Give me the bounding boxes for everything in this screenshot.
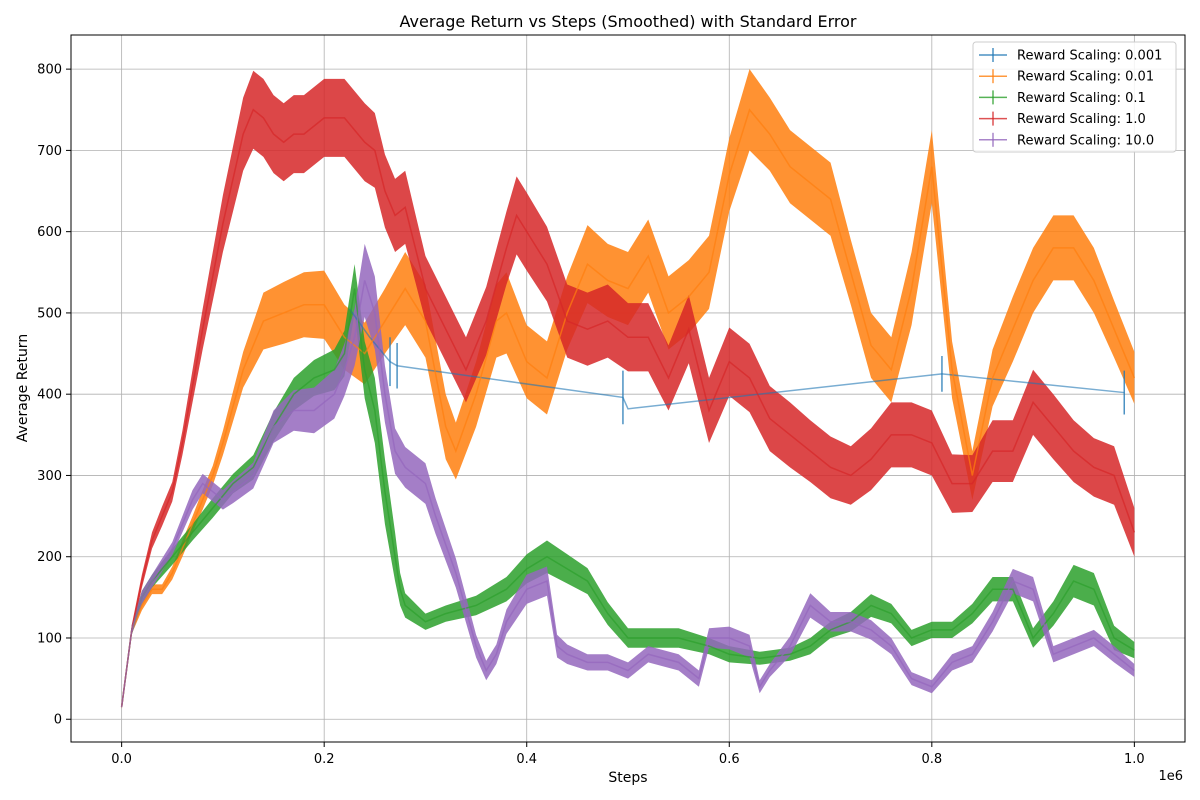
y-tick-label: 400 — [37, 388, 62, 403]
x-tick-label: 0.2 — [314, 752, 335, 767]
y-tick-label: 800 — [37, 63, 62, 78]
x-axis-label: Steps — [608, 770, 647, 786]
y-tick-label: 600 — [37, 225, 62, 240]
x-tick-label: 1.0 — [1124, 752, 1145, 767]
y-axis-ticks: 0 100 200 300 400 500 600 700 800 — [37, 63, 71, 728]
y-tick-label: 300 — [37, 469, 62, 484]
legend: Reward Scaling: 0.001 Reward Scaling: 0.0… — [972, 41, 1177, 153]
legend-item: Reward Scaling: 0.01 — [979, 69, 1154, 85]
y-tick-label: 0 — [54, 713, 62, 728]
legend-item: Reward Scaling: 0.1 — [979, 90, 1146, 106]
plot-frame — [70, 34, 1186, 743]
legend-box — [972, 41, 1177, 153]
series-line-reward-scaling-10-0 — [120, 280, 1135, 708]
legend-item: Reward Scaling: 0.001 — [979, 48, 1162, 64]
legend-item: Reward Scaling: 1.0 — [979, 111, 1146, 127]
legend-label: Reward Scaling: 0.01 — [1017, 70, 1154, 85]
x-tick-label: 0.8 — [921, 752, 942, 767]
x-tick-label: 0.4 — [516, 752, 537, 767]
legend-label: Reward Scaling: 10.0 — [1017, 133, 1154, 148]
series-line-reward-scaling-0-01 — [120, 108, 1136, 708]
series-lines — [120, 108, 1136, 708]
series-line-reward-scaling-1-0 — [120, 108, 1136, 708]
x-axis-ticks: 0.0 0.2 0.4 0.6 0.8 1.0 — [111, 742, 1145, 767]
x-tick-label: 0.0 — [111, 752, 132, 767]
y-tick-label: 200 — [37, 550, 62, 565]
x-tick-label: 0.6 — [719, 752, 740, 767]
y-axis-label: Average Return — [15, 334, 31, 442]
x-axis-offset-text: 1e6 — [1158, 769, 1183, 784]
legend-label: Reward Scaling: 0.001 — [1017, 49, 1162, 64]
y-tick-label: 100 — [37, 631, 62, 646]
legend-label: Reward Scaling: 0.1 — [1017, 91, 1146, 106]
chart-title: Average Return vs Steps (Smoothed) with … — [400, 12, 857, 31]
y-tick-label: 500 — [37, 306, 62, 321]
legend-label: Reward Scaling: 1.0 — [1017, 112, 1146, 127]
y-tick-label: 700 — [37, 144, 62, 159]
legend-item: Reward Scaling: 10.0 — [979, 132, 1154, 148]
